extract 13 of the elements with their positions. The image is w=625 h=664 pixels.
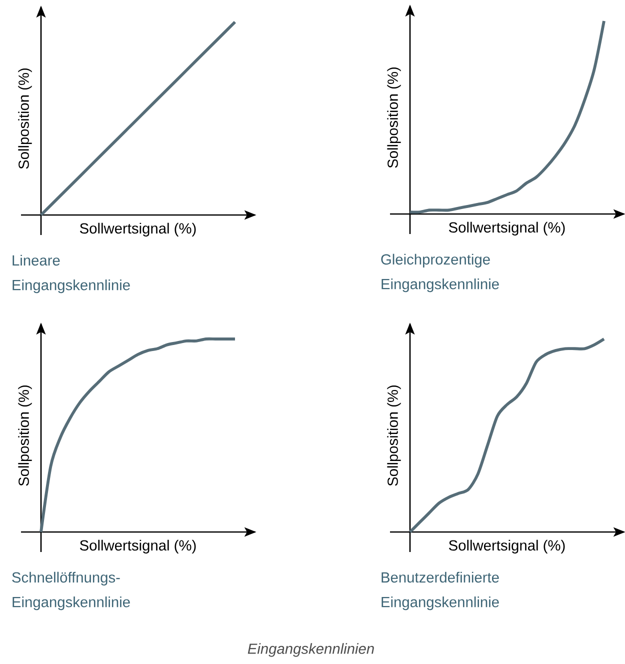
x-axis-title: Sollwertsignal (%) [448,222,565,236]
text: Schnellöffnungs-Eingangskennlinie [12,572,130,610]
y-axis-title: Sollposition (%) [18,385,32,486]
y-axis-title: Sollposition (%) [18,68,32,169]
text: Lineare Eingangskennlinie [12,254,130,294]
x-axis-title: Sollwertsignal (%) [80,540,196,554]
text: Eingangskennlinien [248,643,374,657]
text: Benutzerdefinierte Eingangskennlinie [382,572,499,610]
text: Gleichprozentige Eingangskennlinie [381,254,499,292]
x-axis-title: Sollwertsignal (%) [80,222,196,236]
y-axis-title: Sollposition (%) [387,67,401,168]
x-axis-title: Sollwertsignal (%) [448,540,565,554]
y-axis-title: Sollposition (%) [387,385,401,486]
